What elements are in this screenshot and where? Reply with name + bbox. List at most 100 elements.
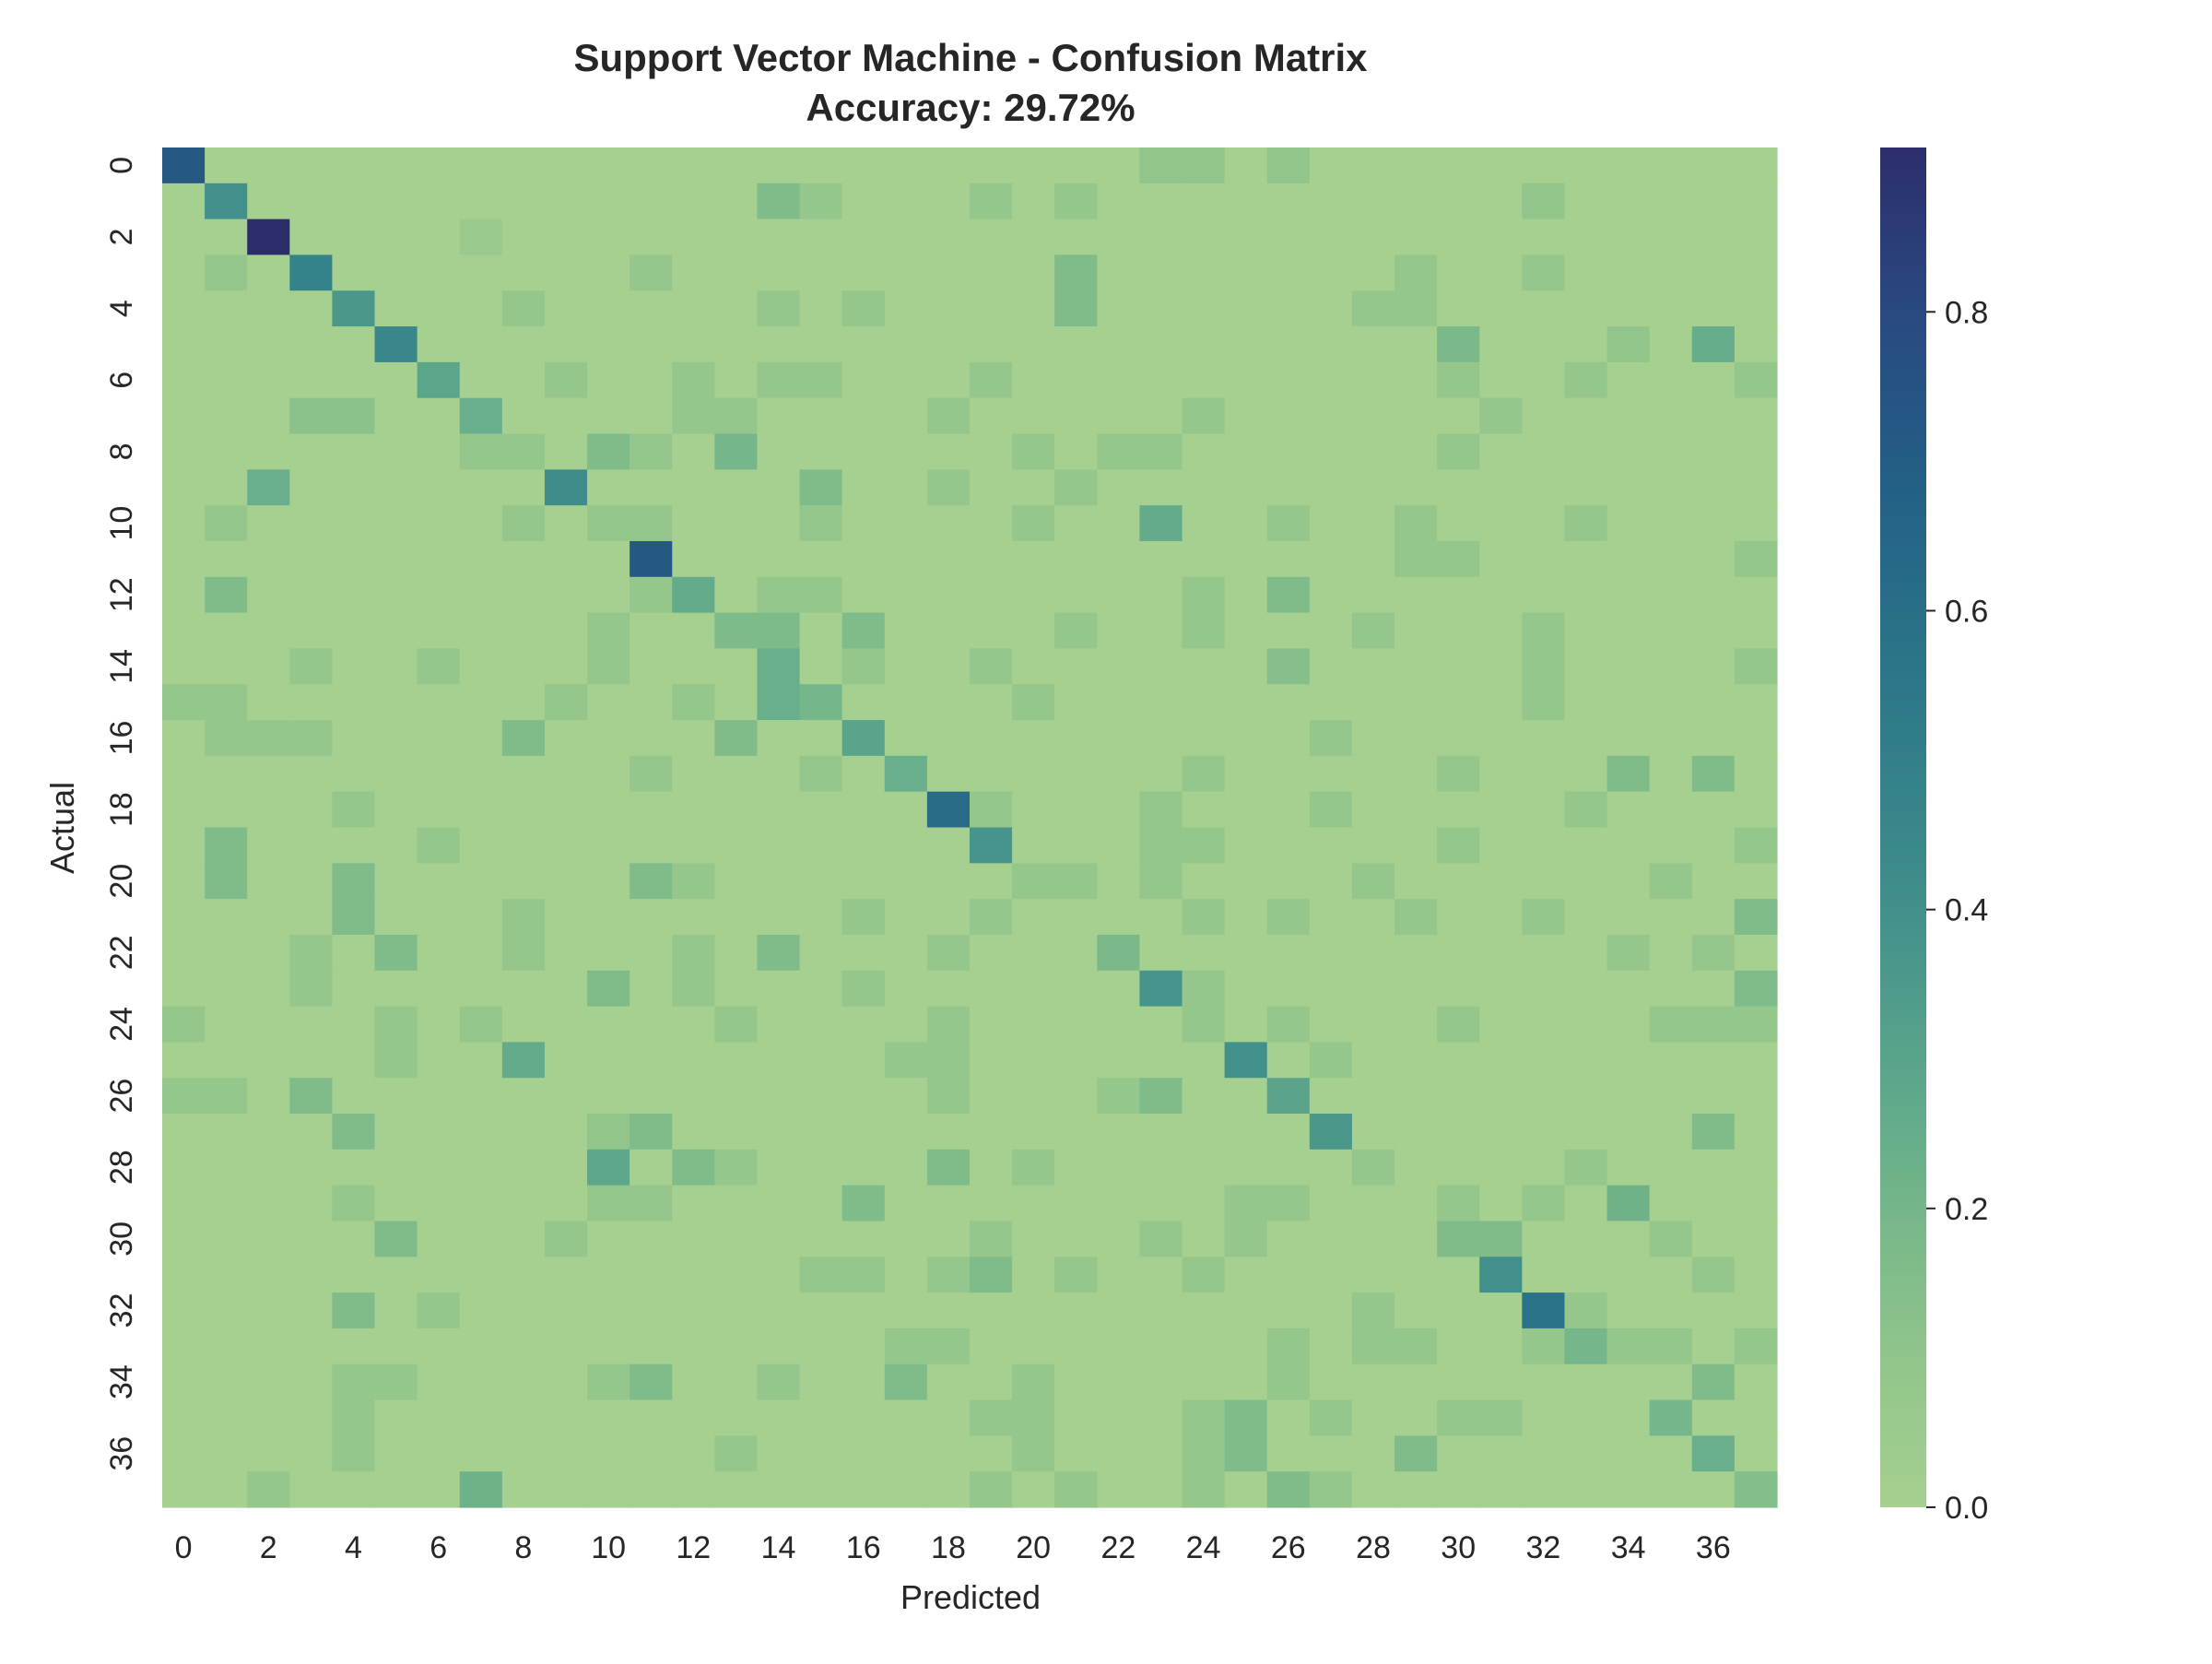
heatmap-cell	[374, 1149, 418, 1186]
heatmap-cell	[417, 397, 461, 435]
heatmap-cell	[970, 1292, 1013, 1329]
heatmap-cell	[884, 148, 928, 184]
heatmap-cell	[1437, 970, 1480, 1008]
heatmap-cell	[1437, 397, 1480, 435]
heatmap-cell	[1012, 970, 1055, 1008]
y-tick-label: 18	[104, 792, 139, 827]
heatmap-cell	[205, 934, 248, 972]
heatmap-cell	[1309, 505, 1353, 542]
heatmap-cell	[841, 1006, 886, 1043]
heatmap-cell	[1266, 1042, 1311, 1079]
heatmap-cell	[799, 576, 843, 614]
heatmap-cell	[289, 684, 334, 721]
y-tick-label: 36	[104, 1436, 139, 1471]
heatmap-cell	[672, 1114, 715, 1151]
heatmap-cell	[714, 1363, 759, 1401]
heatmap-cell	[1351, 827, 1395, 864]
heatmap-cell	[714, 1328, 759, 1365]
heatmap-cell	[884, 1006, 928, 1043]
heatmap-cell	[1097, 934, 1141, 972]
heatmap-cell	[1691, 576, 1735, 614]
heatmap-cell	[884, 1471, 928, 1508]
heatmap-cell	[629, 469, 673, 506]
heatmap-cell	[841, 791, 886, 829]
heatmap-cell	[1309, 1435, 1353, 1472]
heatmap-cell	[1734, 1328, 1778, 1365]
heatmap-cell	[205, 1257, 248, 1293]
heatmap-cell	[926, 1399, 971, 1436]
heatmap-cell	[1351, 540, 1395, 578]
heatmap-cell	[672, 1471, 715, 1508]
heatmap-cell	[1054, 1221, 1098, 1257]
heatmap-cell	[587, 791, 630, 829]
heatmap-cell	[757, 1042, 801, 1079]
heatmap-cell	[205, 720, 248, 757]
heatmap-cell	[247, 433, 290, 470]
heatmap-cell	[714, 361, 759, 399]
heatmap-cell	[417, 1363, 461, 1401]
heatmap-cell	[672, 1328, 715, 1365]
heatmap-cell	[1522, 361, 1566, 399]
heatmap-cell	[757, 326, 801, 363]
heatmap-cell	[841, 361, 886, 399]
heatmap-cell	[332, 612, 376, 650]
heatmap-cell	[1224, 1471, 1268, 1508]
heatmap-cell	[587, 648, 630, 685]
heatmap-cell	[289, 827, 334, 864]
heatmap-cell	[629, 1006, 673, 1043]
heatmap-cell	[374, 612, 418, 650]
heatmap-cell	[459, 148, 503, 184]
heatmap-cell	[1351, 970, 1395, 1008]
heatmap-cell	[1266, 612, 1311, 650]
heatmap-cell	[417, 1221, 461, 1257]
heatmap-cell	[162, 1149, 206, 1186]
heatmap-cell	[1351, 254, 1395, 291]
heatmap-cell	[672, 254, 715, 291]
heatmap-cell	[247, 1042, 290, 1079]
heatmap-cell	[757, 540, 801, 578]
heatmap-cell	[1606, 433, 1651, 470]
heatmap-cell	[289, 934, 334, 972]
heatmap-cell	[1394, 755, 1438, 793]
heatmap-cell	[799, 970, 843, 1008]
heatmap-cell	[1351, 1363, 1395, 1401]
heatmap-cell	[459, 720, 503, 757]
heatmap-cell	[459, 469, 503, 506]
heatmap-cell	[1649, 1471, 1693, 1508]
heatmap-cell	[1649, 433, 1693, 470]
heatmap-cell	[374, 505, 418, 542]
heatmap-cell	[629, 326, 673, 363]
heatmap-cell	[1734, 755, 1778, 793]
heatmap-cell	[970, 827, 1013, 864]
heatmap-cell	[1097, 397, 1141, 435]
heatmap-cell	[1691, 433, 1735, 470]
heatmap-cell	[1182, 505, 1226, 542]
heatmap-cell	[247, 1149, 290, 1186]
heatmap-cell	[501, 612, 546, 650]
heatmap-cell	[1182, 326, 1226, 363]
heatmap-cell	[1054, 218, 1098, 256]
x-tick-label: 30	[1441, 1530, 1476, 1565]
heatmap-cell	[1351, 1078, 1395, 1115]
heatmap-cell	[884, 612, 928, 650]
heatmap-cell	[332, 863, 376, 900]
heatmap-cell	[841, 970, 886, 1008]
heatmap-cell	[1139, 1149, 1183, 1186]
heatmap-cell	[587, 1149, 630, 1186]
heatmap-cell	[1351, 684, 1395, 721]
heatmap-cell	[629, 934, 673, 972]
heatmap-cell	[629, 827, 673, 864]
heatmap-cell	[672, 1078, 715, 1115]
heatmap-cell	[501, 326, 546, 363]
heatmap-cell	[1734, 791, 1778, 829]
heatmap-cell	[417, 254, 461, 291]
heatmap-cell	[629, 791, 673, 829]
heatmap-cell	[1734, 827, 1778, 864]
y-tick-label: 24	[104, 1007, 139, 1042]
heatmap-cell	[1266, 505, 1311, 542]
heatmap-cell	[1394, 1471, 1438, 1508]
heatmap-cell	[1309, 934, 1353, 972]
heatmap-cell	[970, 576, 1013, 614]
y-tick-label: 6	[104, 372, 139, 389]
heatmap-cell	[587, 397, 630, 435]
